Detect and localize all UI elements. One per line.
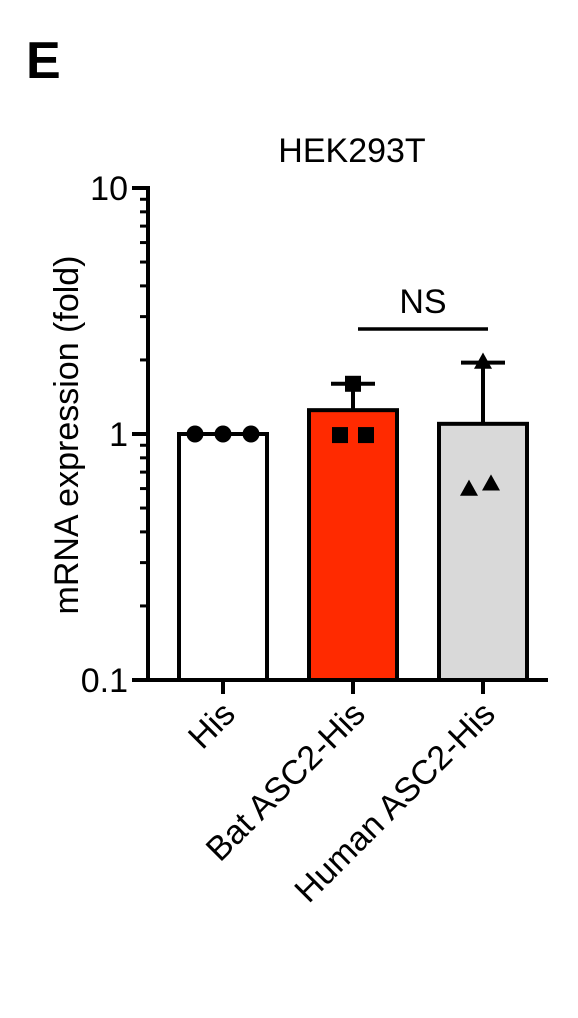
data-point bbox=[214, 425, 232, 443]
chart-title: HEK293T bbox=[278, 132, 425, 170]
bar bbox=[307, 408, 399, 682]
data-point bbox=[482, 474, 500, 491]
y-tick-label: 10 bbox=[90, 170, 128, 208]
data-point bbox=[358, 427, 374, 444]
y-tick-label: 1 bbox=[109, 416, 128, 454]
panel-label: E bbox=[26, 32, 61, 90]
bar bbox=[437, 421, 529, 682]
data-point bbox=[474, 352, 492, 369]
data-point bbox=[186, 425, 204, 443]
y-axis-label: mRNA expression (fold) bbox=[48, 255, 86, 614]
data-point bbox=[345, 375, 361, 392]
data-point bbox=[332, 427, 348, 444]
y-tick-label: 0.1 bbox=[81, 662, 128, 700]
x-tick-label: His bbox=[181, 695, 243, 757]
bar bbox=[177, 432, 269, 682]
data-point bbox=[460, 479, 478, 496]
data-point bbox=[242, 425, 260, 443]
significance-label: NS bbox=[399, 283, 446, 321]
